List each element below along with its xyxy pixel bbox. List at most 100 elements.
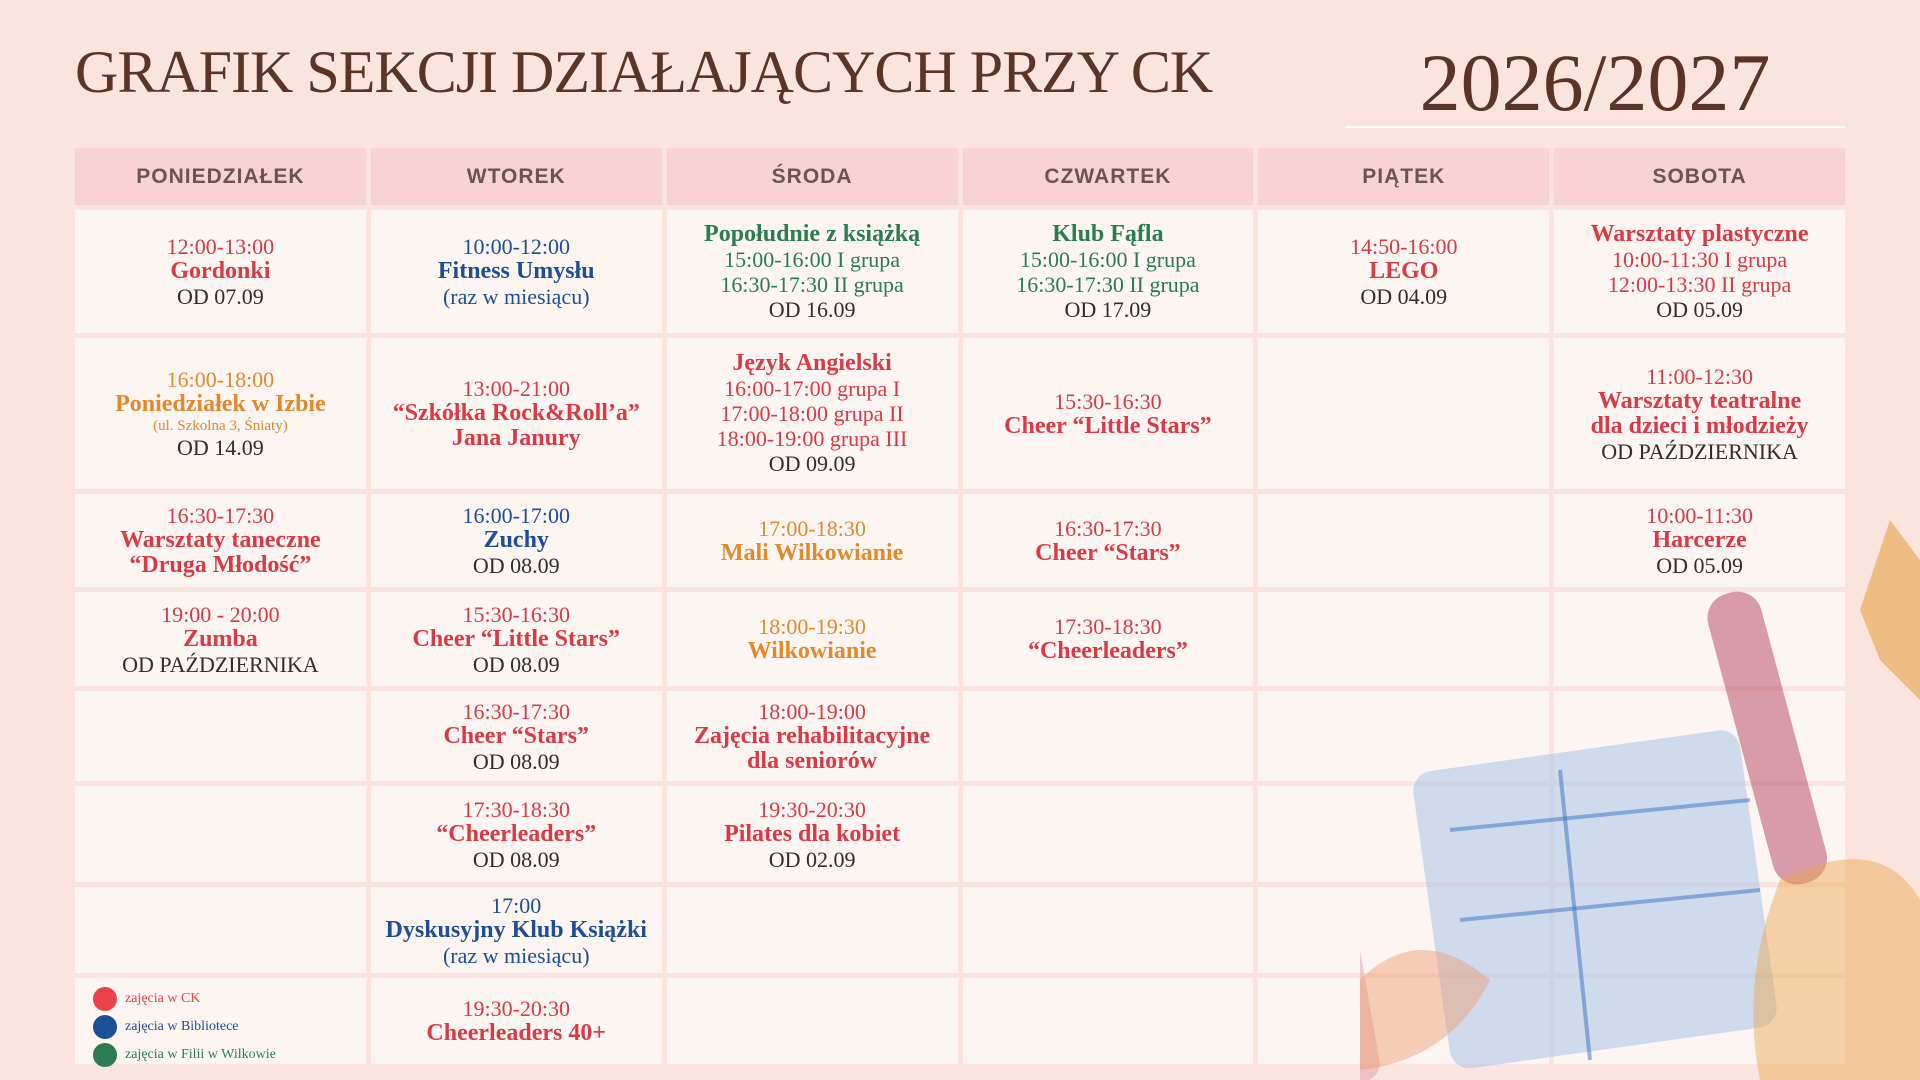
cell-line: Cheer “Little Stars” [1004, 412, 1212, 439]
cell [1258, 592, 1550, 686]
cell-line: OD 05.09 [1656, 553, 1743, 578]
year: 2026/2027 [1419, 37, 1771, 128]
cell: 11:00-12:30 Warsztaty teatralne dla dzieci… [1554, 338, 1845, 489]
cell: 10:00-11:30 Harcerze OD 05.09 [1554, 494, 1845, 587]
cell: Warsztaty plastyczne 10:00-11:30 I grupa 1… [1554, 210, 1845, 333]
cell-line: 15:30-16:30 [1054, 388, 1162, 414]
cell-line: 19:30-20:30 [758, 796, 866, 822]
cell-line: dla dzieci i młodzieży [1590, 412, 1809, 439]
cell-line: OD PAŹDZIERNIKA [1601, 438, 1798, 464]
cell-line: Pilates dla kobiet [724, 820, 901, 847]
column-header: ŚRODA [666, 148, 958, 205]
legend-dot [93, 1015, 117, 1039]
column-header: CZWARTEK [962, 148, 1254, 205]
cell-line: Harcerze [1652, 527, 1747, 553]
cell-line: 17:00-18:00 grupa II [720, 401, 904, 426]
cell-line: Cheerleaders 40+ [426, 1020, 607, 1046]
column-header: WTOREK [370, 148, 662, 205]
cell-line: Jana Janury [451, 425, 581, 451]
cell-line: Zuchy [483, 527, 549, 553]
cell: 17:30-18:30 “Cheerleaders” [962, 592, 1254, 686]
cell-line: OD PAŹDZIERNIKA [122, 651, 319, 677]
cell-line: 15:00-16:00 I grupa [1019, 246, 1196, 272]
cell-line: OD 08.09 [472, 651, 560, 677]
cell-line: Dyskusyjny Klub Książki [385, 916, 647, 943]
cell: 12:00-13:00 Gordonki OD 07.09 [75, 210, 366, 333]
cell-line: Mali Wilkowianie [720, 539, 904, 566]
cell-line: Cheer “Little Stars” [412, 625, 620, 652]
cell-line: 12:00-13:00 [166, 234, 275, 259]
cell [75, 887, 366, 973]
cell: 16:30-17:30 Cheer “Stars” [962, 494, 1254, 587]
column-header: PONIEDZIAŁEK [75, 148, 366, 205]
cell-line: Cheer “Stars” [1035, 539, 1181, 566]
cell-line: Gordonki [170, 258, 271, 284]
cell-line: (raz w miesiącu) [442, 942, 590, 968]
cell-line: 19:30-20:30 [462, 996, 571, 1021]
cell [962, 786, 1254, 882]
cell-line: 14:50-16:00 [1349, 234, 1458, 259]
cell-line: OD 08.09 [472, 748, 560, 774]
cell-line: 17:00-18:30 [758, 515, 866, 541]
cell [666, 887, 958, 973]
cell: 16:30-17:30 Warsztaty taneczne “Druga Młod… [75, 494, 366, 587]
cell-line: OD 08.09 [472, 846, 560, 872]
cell-line: OD 07.09 [177, 284, 264, 309]
legend-label: zajęcia w Bibliotece [125, 1019, 239, 1034]
legend-label: zajęcia w CK [125, 991, 201, 1006]
cell-line: Popołudnie z książką [704, 220, 921, 247]
cell-line: Cheer “Stars” [443, 722, 590, 749]
decoration [1360, 520, 1920, 1080]
cell-line: Fitness Umysłu [437, 258, 595, 284]
cell-line: Warsztaty taneczne [120, 527, 321, 553]
cell: 19:00 - 20:00 Zumba OD PAŹDZIERNIKA [75, 592, 366, 686]
cell-line: 16:30-17:30 [462, 698, 571, 724]
cell [1554, 592, 1845, 686]
cell: 16:30-17:30 Cheer “Stars” OD 08.09 [370, 691, 662, 781]
cell: 17:00-18:30 Mali Wilkowianie [666, 494, 958, 587]
cell-line: 18:00-19:00 grupa III [716, 426, 908, 451]
legend-item: zajęcia w Bibliotece [93, 1013, 276, 1041]
cell-line: OD 17.09 [1064, 296, 1152, 322]
cell-line: 11:00-12:30 [1646, 363, 1753, 389]
cell [1258, 494, 1550, 587]
cell: 18:00-19:00 Zajęcia rehabilitacyjne dla se… [666, 691, 958, 781]
cell: 16:00-17:00 Zuchy OD 08.09 [370, 494, 662, 587]
cell-line: 16:30-17:30 II grupa [1016, 271, 1200, 297]
cell-line: 15:00-16:00 I grupa [724, 246, 901, 272]
cell-line: Klub Fąfla [1052, 220, 1164, 247]
cell-line: OD 14.09 [177, 435, 264, 460]
cell-line: 16:00-17:00 [462, 503, 571, 528]
cell-line: dla seniorów [747, 747, 878, 774]
cell-line: OD 09.09 [768, 451, 856, 476]
cell: 15:30-16:30 Cheer “Little Stars” OD 08.09 [370, 592, 662, 686]
legend-label: zajęcia w Filii w Wilkowie [125, 1047, 276, 1062]
cell-line: “Cheerleaders” [1027, 638, 1188, 664]
cell-line: 16:00-18:00 [166, 367, 275, 392]
cell-line: OD 04.09 [1360, 284, 1448, 309]
cell-line: 12:00-13:30 II grupa [1607, 271, 1792, 297]
cell: 19:30-20:30 Pilates dla kobiet OD 02.09 [666, 786, 958, 882]
cell-line: LEGO [1369, 258, 1439, 284]
cell-line: “Szkółka Rock&Roll’a” [392, 400, 640, 426]
legend-dot [93, 1043, 117, 1067]
cell-line: 17:30-18:30 [462, 796, 571, 822]
cell-line: OD 05.09 [1656, 296, 1743, 322]
cell-line: 10:00-12:00 [462, 234, 571, 259]
cell [75, 786, 366, 882]
cell-line: (raz w miesiącu) [442, 284, 590, 309]
cell-line: 10:00-11:30 I grupa [1612, 246, 1788, 272]
cell-line: (ul. Szkolna 3, Śniaty) [153, 418, 288, 434]
cell-line: Warsztaty teatralne [1597, 387, 1802, 414]
cell-line: Język Angielski [732, 350, 892, 376]
cell [75, 691, 366, 781]
column-header: SOBOTA [1554, 148, 1845, 205]
cell-line: Zajęcia rehabilitacyjne [693, 722, 931, 749]
cell [962, 691, 1254, 781]
cell: 16:00-18:00 Poniedziałek w Izbie (ul. Szko… [75, 338, 366, 489]
legend: zajęcia w CK zajęcia w Bibliotece zajęcia … [93, 985, 276, 1069]
cell-line: 16:30-17:30 II grupa [720, 271, 904, 297]
cell-line: OD 08.09 [472, 553, 560, 578]
cell: 14:50-16:00 LEGO OD 04.09 [1258, 210, 1550, 333]
